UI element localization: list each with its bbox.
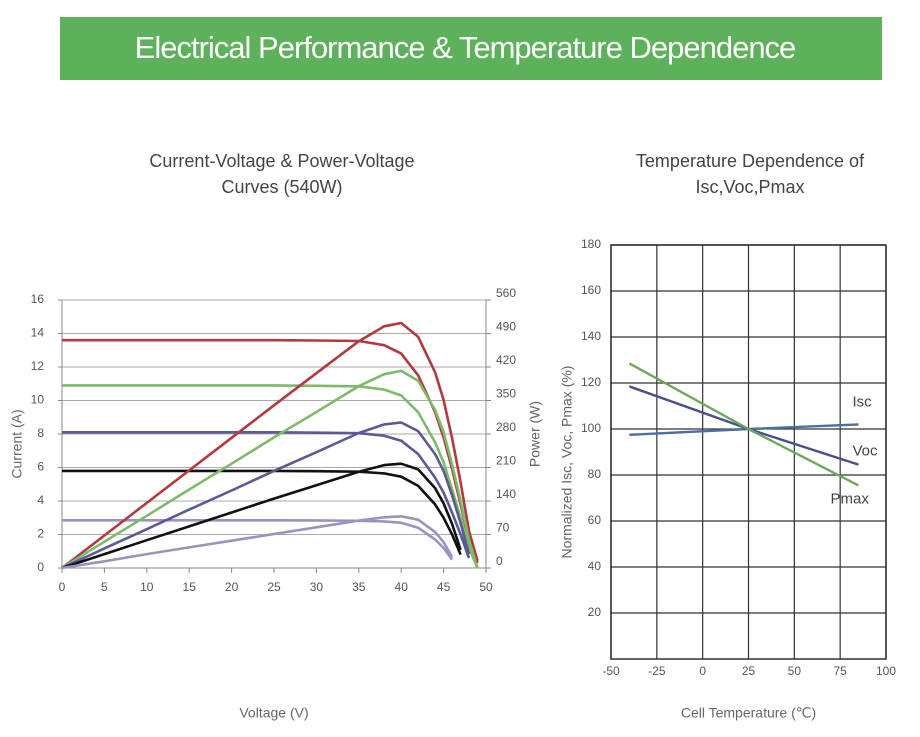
x-tick-label: 50 (479, 580, 493, 594)
x-tick-label: 100 (876, 664, 896, 678)
y2-tick-label: 420 (496, 353, 516, 367)
y-axis-label: Current (A) (9, 409, 25, 478)
series-line (62, 469, 462, 556)
chart-title: Curves (540W) (221, 177, 342, 197)
x-tick-label: -50 (602, 664, 620, 678)
series-label: Voc (853, 443, 879, 460)
y2-tick-label: 140 (496, 487, 516, 501)
y-axis-label: Normalized Isc, Voc, Pmax (%) (559, 366, 575, 559)
y-tick-label: 20 (588, 605, 602, 619)
y-tick-label: 40 (588, 559, 602, 573)
x-tick-label: 35 (352, 580, 366, 594)
y-tick-label: 2 (37, 527, 44, 541)
y-tick-label: 6 (37, 460, 44, 474)
y-tick-label: 8 (37, 426, 44, 440)
x-tick-label: 5 (101, 580, 108, 594)
y-tick-label: 4 (37, 493, 44, 507)
x-tick-label: 45 (437, 580, 451, 594)
series-line (61, 421, 471, 570)
x-tick-label: -25 (648, 664, 666, 678)
y2-tick-label: 350 (496, 387, 516, 401)
y-tick-label: 10 (31, 393, 45, 407)
series-line (628, 362, 860, 487)
series-line (61, 515, 454, 570)
series-label: Pmax (831, 490, 870, 507)
y2-tick-label: 280 (496, 420, 516, 434)
x-tick-label: 50 (788, 664, 802, 678)
series-line (62, 384, 479, 569)
y2-tick-label: 490 (496, 320, 516, 334)
series-line (62, 519, 454, 561)
y2-tick-label: 0 (496, 554, 503, 568)
x-axis-label: Cell Temperature (℃) (681, 705, 816, 721)
y-tick-label: 0 (37, 560, 44, 574)
header-banner (60, 17, 882, 80)
series-line (61, 321, 479, 570)
y-tick-label: 140 (581, 329, 601, 343)
y-tick-label: 180 (581, 237, 601, 251)
x-tick-label: 0 (59, 580, 66, 594)
series-label: Isc (853, 393, 873, 410)
x-tick-label: 25 (742, 664, 756, 678)
y2-tick-label: 560 (496, 286, 516, 300)
series-line (62, 431, 471, 559)
chart-title: Current-Voltage & Power-Voltage (149, 151, 414, 171)
x-tick-label: 40 (395, 580, 409, 594)
x-tick-label: 75 (833, 664, 847, 678)
y2-axis-label: Power (W) (527, 401, 543, 467)
x-tick-label: 25 (267, 580, 281, 594)
x-tick-label: 10 (140, 580, 154, 594)
x-tick-label: 30 (310, 580, 324, 594)
y-tick-label: 14 (31, 326, 45, 340)
chart-title: Temperature Dependence of (636, 151, 865, 171)
y-tick-label: 80 (588, 467, 602, 481)
y-tick-label: 12 (31, 359, 45, 373)
x-tick-label: 0 (699, 664, 706, 678)
x-tick-label: 20 (225, 580, 239, 594)
y-tick-label: 16 (31, 292, 45, 306)
y2-tick-label: 70 (496, 521, 510, 535)
y-tick-label: 100 (581, 421, 601, 435)
plot-frame (610, 244, 887, 660)
chart-title: Isc,Voc,Pmax (695, 177, 804, 197)
y-tick-label: 60 (588, 513, 602, 527)
header-title: Electrical Performance & Temperature Dep… (135, 30, 796, 65)
series-line (61, 369, 479, 570)
series-line (61, 462, 462, 570)
y-tick-label: 120 (581, 375, 601, 389)
y2-tick-label: 210 (496, 454, 516, 468)
x-tick-label: 15 (183, 580, 197, 594)
y-tick-label: 160 (581, 283, 601, 297)
x-axis-label: Voltage (V) (239, 705, 308, 721)
